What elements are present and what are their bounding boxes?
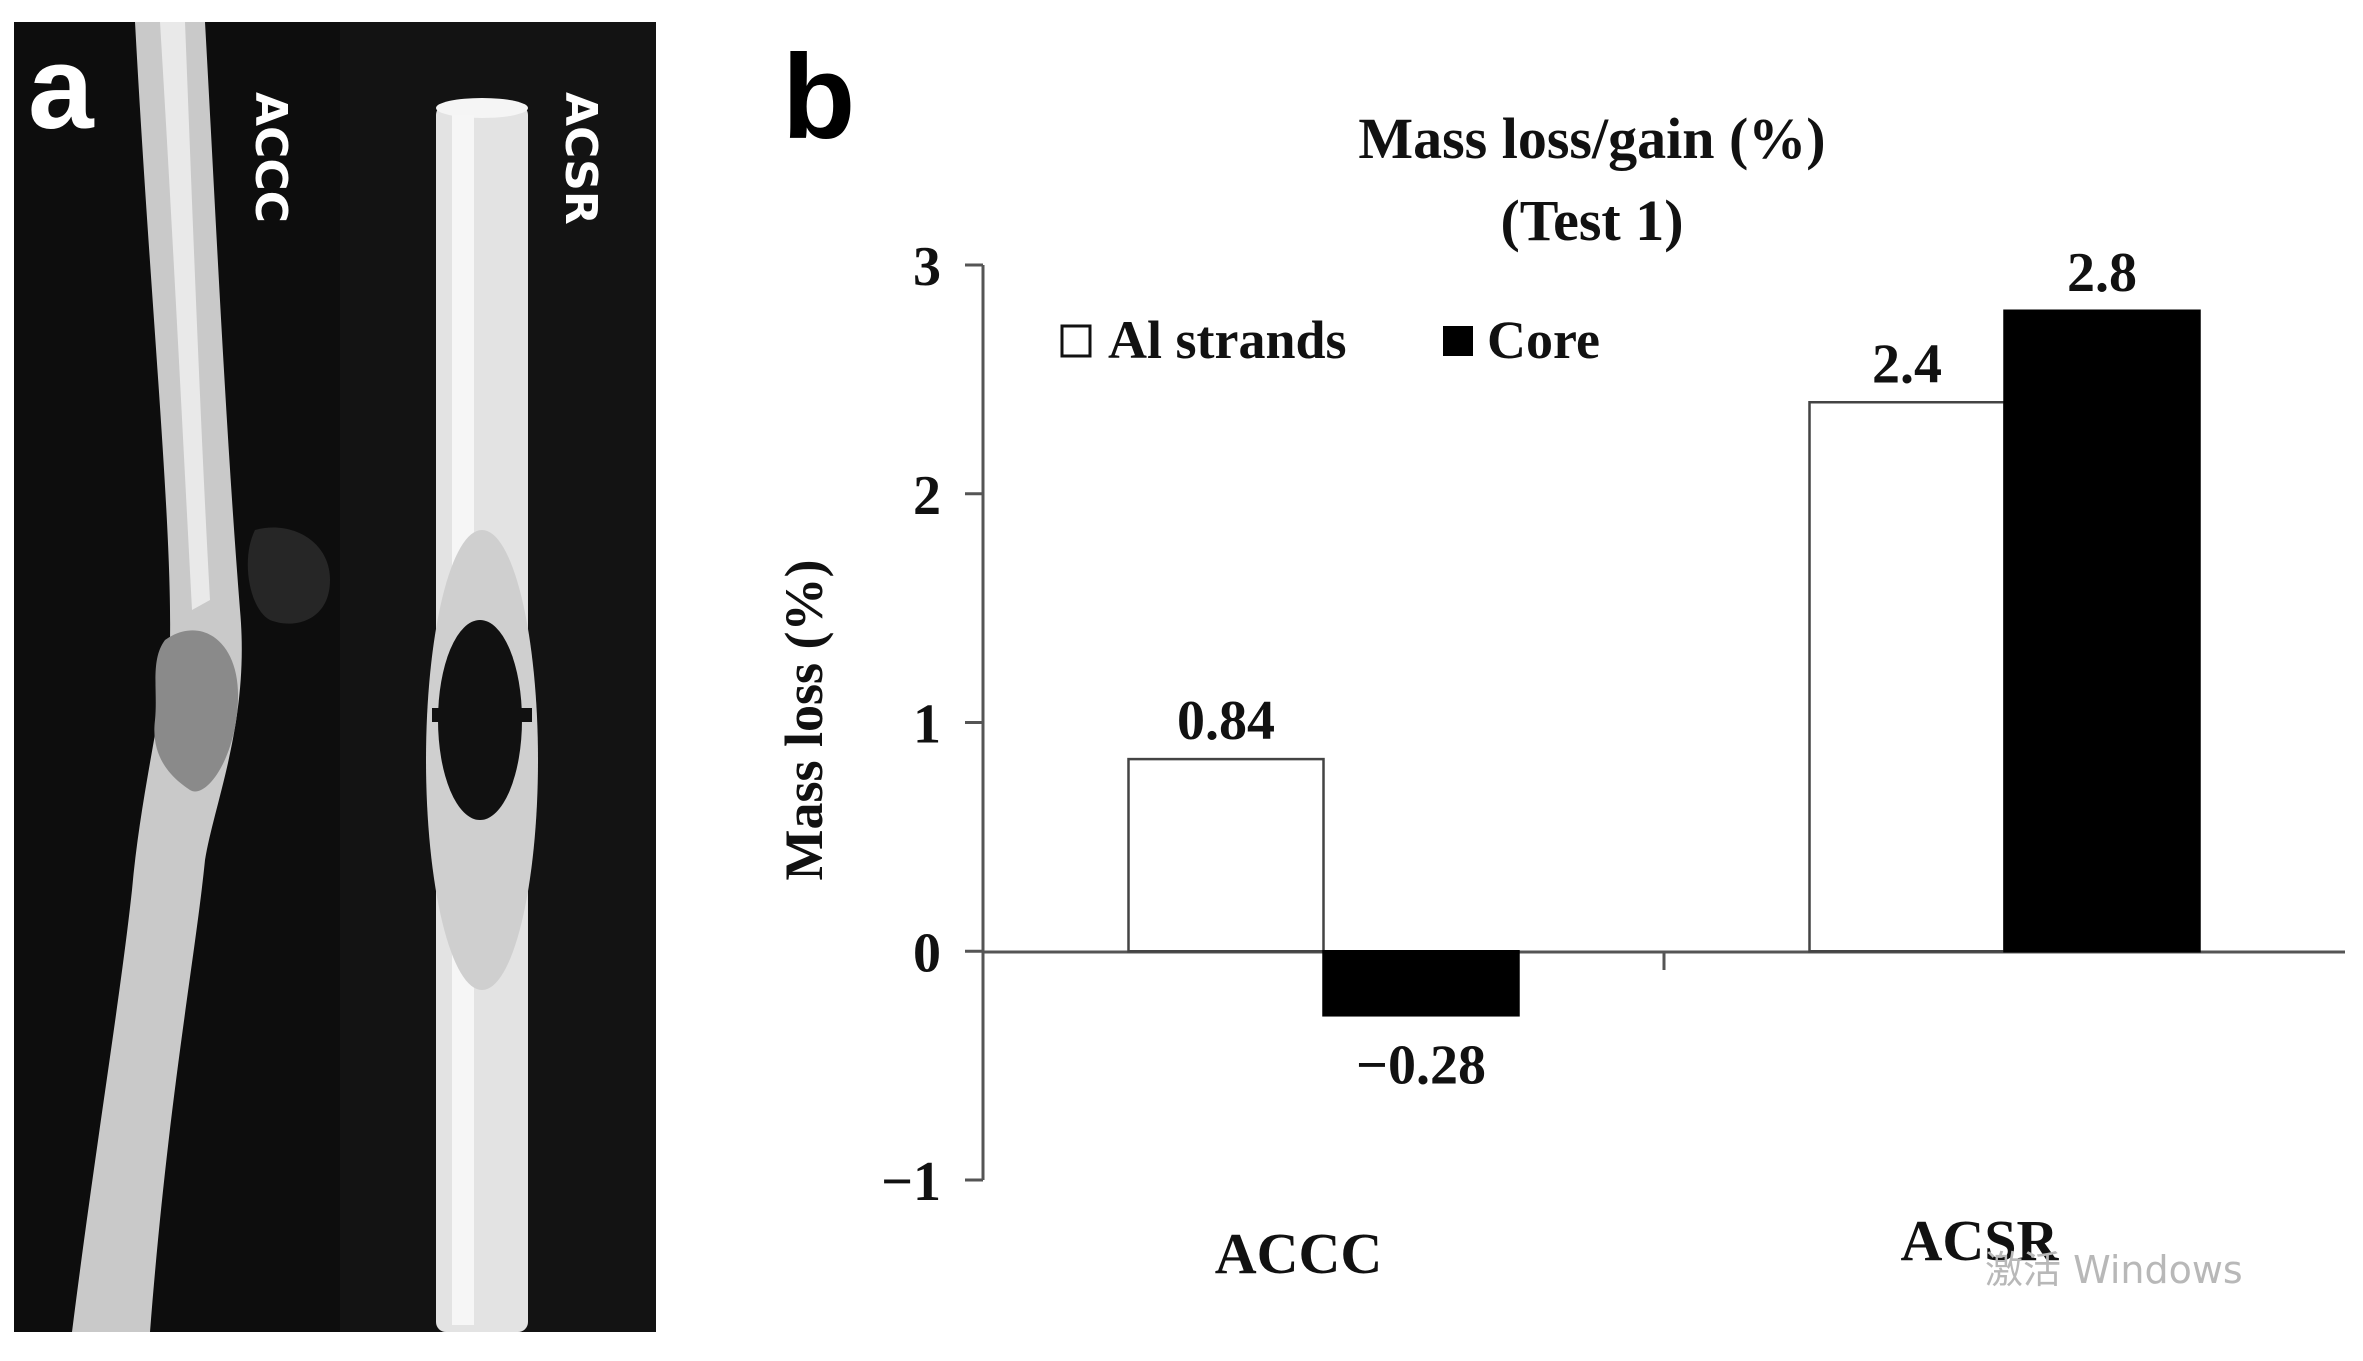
y-tick-label: 1 [913,694,941,756]
bar-acsr-core [2003,309,2201,953]
y-ticks: −1 0 1 2 3 [881,236,983,1213]
accc-highlight [160,22,210,610]
x-tick-label-acsr: ACSR [1901,1208,2060,1273]
chart-subtitle: (Test 1) [1500,188,1683,253]
legend-swatch-al-strands [1060,324,1092,358]
accc-burn-mark [247,527,330,624]
panel-b-letter: b [782,30,855,164]
photo-label-accc: ACCC [245,92,296,223]
accc-specimen [72,22,242,1332]
data-label-acsr-core: 2.8 [2067,242,2137,304]
x-tick-label-accc: ACCC [1215,1221,1383,1286]
data-label-accc-al-strands: 0.84 [1177,690,1275,752]
data-label-accc-core: −0.28 [1356,1034,1486,1096]
data-label-acsr-al-strands: 2.4 [1872,333,1942,395]
bar-labels: 0.84 −0.28 2.4 2.8 [1177,242,2137,1097]
chart-title: Mass loss/gain (%) [1358,106,1825,171]
legend: Al strands Core [1060,310,1600,370]
legend-label-core: Core [1487,310,1600,370]
bar-acsr-al-strands [1808,401,2006,953]
y-tick-label: −1 [881,1151,941,1213]
panel-a-letter: a [28,22,95,154]
windows-activation-watermark: 激活 Windows [1985,1248,2243,1292]
legend-label-al-strands: Al strands [1108,310,1347,370]
acsr-specimen-top [436,98,528,118]
bars [1127,309,2201,1017]
panel-b: b Mass loss/gain (%) (Test 1) Mass loss … [774,30,2345,1292]
bar-accc-core [1322,950,1520,1017]
y-tick-label: 2 [913,465,941,527]
y-axis-label: Mass loss (%) [774,560,834,881]
x-tick-labels: ACCC ACSR [1215,1208,2060,1286]
bar-accc-al-strands [1127,757,1325,953]
legend-swatch-core [1443,326,1473,356]
y-tick-label: 3 [913,236,941,298]
accc-damage [154,630,239,792]
panel-a: a ACCC ACSR [14,22,656,1332]
photo-label-acsr: ACSR [555,92,606,225]
y-tick-label: 0 [913,922,941,984]
acsr-burn-band [432,708,532,722]
